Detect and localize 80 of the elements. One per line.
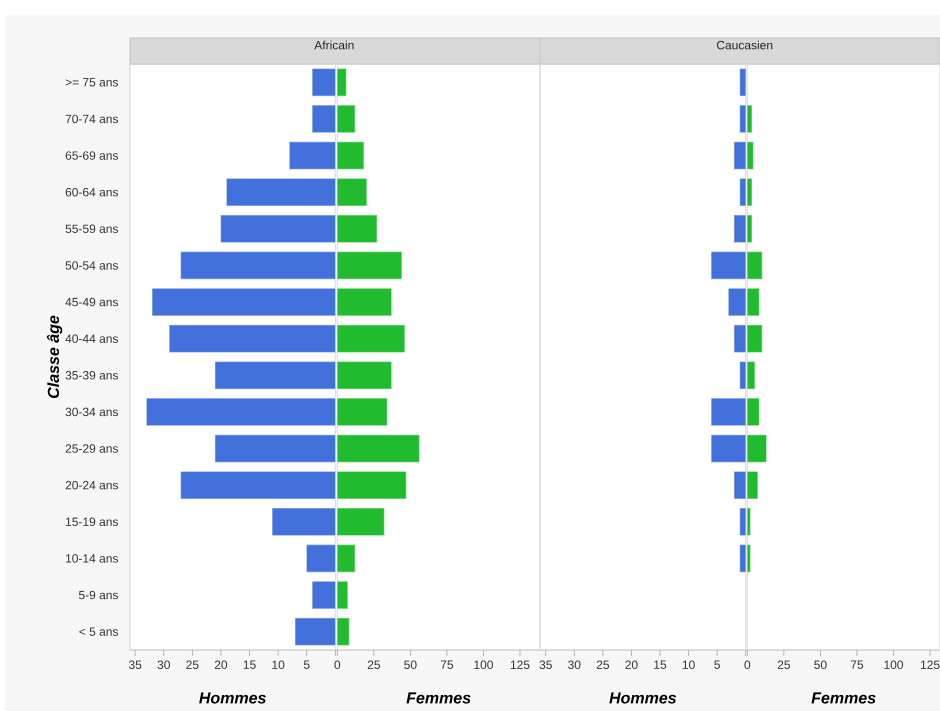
- x-tick-label: 25: [778, 660, 790, 670]
- x-tick-label: 75: [850, 660, 864, 669]
- x-axis-title: Femmes: [406, 692, 471, 704]
- bar: [337, 362, 392, 390]
- bar: [306, 544, 336, 572]
- bar: [226, 178, 336, 206]
- y-tick-label: 10-14 ans: [66, 554, 118, 563]
- y-tick-label: >= 75 ans: [66, 78, 118, 86]
- bar: [337, 434, 420, 462]
- x-tick-label: 15: [244, 660, 256, 669]
- x-tick-label: 125: [920, 660, 940, 670]
- bar: [337, 215, 378, 243]
- bar: [337, 105, 356, 133]
- y-tick-label: 55-59 ans: [66, 224, 118, 234]
- bar: [312, 68, 336, 96]
- y-tick-label: 25-29 ans: [66, 444, 118, 453]
- bar: [337, 324, 405, 352]
- x-tick-label: 5: [714, 660, 720, 669]
- y-tick-label: 20-24 ans: [66, 480, 118, 490]
- bar: [337, 68, 346, 96]
- x-tick-label: 100: [474, 660, 493, 670]
- x-tick-label: 100: [884, 660, 904, 670]
- x-axis-title: Hommes: [609, 692, 676, 704]
- y-tick-label: 15-19 ans: [66, 518, 118, 526]
- bar: [337, 288, 392, 316]
- x-tick-label: 50: [814, 660, 827, 670]
- x-tick-label: 35: [540, 660, 552, 670]
- x-tick-label: 10: [682, 660, 695, 670]
- x-tick-label: 35: [128, 660, 142, 670]
- bar: [337, 398, 388, 426]
- bar: [337, 178, 367, 206]
- x-tick-label: 15: [654, 660, 666, 669]
- bar: [337, 471, 406, 499]
- y-axis-title: Classe âge: [46, 316, 62, 398]
- bar: [312, 581, 336, 609]
- x-tick-label: 5: [304, 660, 310, 669]
- x-tick-label: 10: [272, 660, 284, 670]
- y-tick-label: 35-39 ans: [66, 371, 118, 380]
- bar: [289, 142, 336, 170]
- x-tick-label: 25: [596, 660, 610, 670]
- x-tick-label: 25: [186, 660, 198, 670]
- x-tick-label: 0: [744, 660, 750, 670]
- x-axis-title: Femmes: [811, 692, 876, 704]
- bar: [294, 618, 336, 646]
- bar: [337, 544, 356, 572]
- bar: [180, 471, 336, 499]
- y-tick-label: 45-49 ans: [65, 298, 118, 306]
- bar: [337, 618, 350, 646]
- bar: [214, 362, 336, 390]
- bar: [214, 434, 336, 462]
- x-tick-label: 0: [334, 660, 340, 670]
- bar: [152, 288, 336, 316]
- y-tick-label: 60-64 ans: [66, 188, 118, 196]
- bar: [180, 252, 336, 280]
- x-tick-label: 20: [625, 660, 638, 670]
- bar: [220, 215, 336, 243]
- x-tick-label: 125: [510, 660, 530, 670]
- x-tick-label: 20: [214, 660, 228, 670]
- bar: [337, 252, 402, 280]
- bar: [337, 508, 384, 536]
- bar: [146, 398, 336, 426]
- y-tick-label: 40-44 ans: [65, 334, 118, 343]
- chart-title: Africain: [314, 40, 354, 50]
- y-tick-label: 30-34 ans: [66, 408, 118, 416]
- x-tick-label: 75: [440, 660, 454, 669]
- x-tick-label: 30: [568, 660, 580, 670]
- bar: [337, 142, 364, 170]
- y-tick-label: 70-74 ans: [66, 114, 118, 124]
- x-tick-label: 50: [404, 660, 417, 670]
- x-tick-label: 25: [368, 660, 380, 670]
- bar: [169, 324, 336, 352]
- y-tick-label: 65-69 ans: [66, 151, 118, 160]
- x-axis-title: Hommes: [199, 692, 266, 704]
- y-tick-label: 50-54 ans: [66, 261, 118, 270]
- bar: [312, 105, 336, 133]
- bar: [272, 508, 336, 536]
- x-tick-label: 30: [158, 660, 170, 670]
- y-tick-label: 5-9 ans: [78, 590, 118, 600]
- y-tick-label: < 5 ans: [79, 628, 118, 636]
- chart-title: Caucasien: [716, 40, 772, 50]
